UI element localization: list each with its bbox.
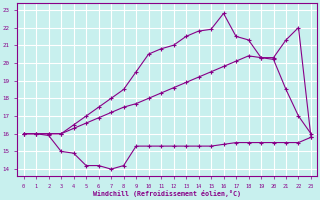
X-axis label: Windchill (Refroidissement éolien,°C): Windchill (Refroidissement éolien,°C) bbox=[93, 190, 241, 197]
